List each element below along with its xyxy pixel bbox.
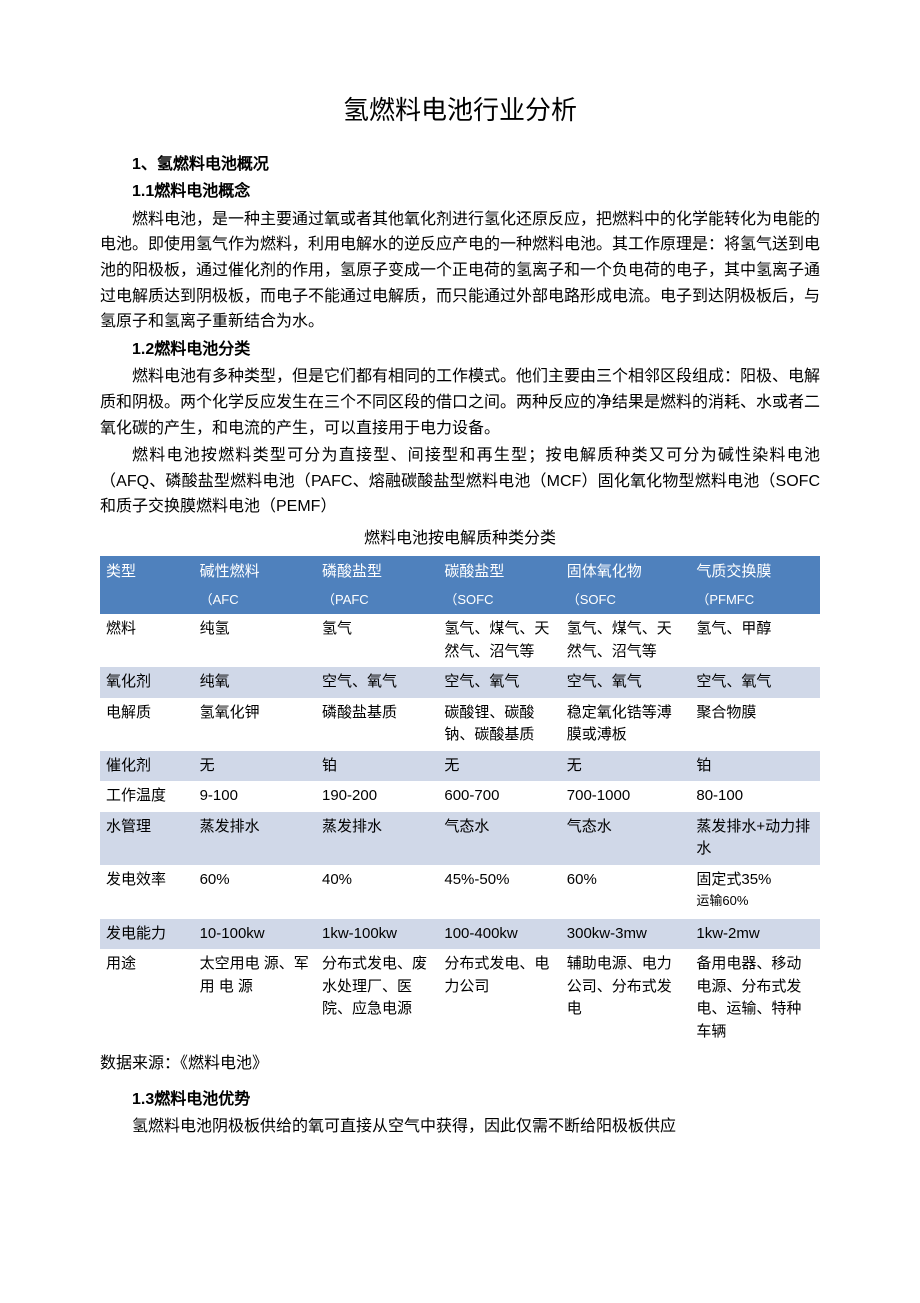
table-cell: 燃料 xyxy=(100,614,194,667)
table-cell: 300kw-3mw xyxy=(561,919,691,950)
table-cell: 9-100 xyxy=(194,781,316,812)
table-cell: 氢气、甲醇 xyxy=(690,614,820,667)
table-cell: 60% xyxy=(194,865,316,919)
subsection-1-1-heading: 1.1燃料电池概念 xyxy=(100,179,820,205)
table-cell: 工作温度 xyxy=(100,781,194,812)
table-cell: 气态水 xyxy=(561,812,691,865)
table-cell: 190-200 xyxy=(316,781,438,812)
table-row: 燃料纯氢氢气氢气、煤气、天然气、沼气等氢气、煤气、天然气、沼气等氢气、甲醇 xyxy=(100,614,820,667)
th-sofc2: 固体氧化物 xyxy=(561,556,691,588)
th-pemfc: 气质交换膜 xyxy=(690,556,820,588)
table-row: 发电能力10-100kw1kw-100kw100-400kw300kw-3mw1… xyxy=(100,919,820,950)
table-cell: 蒸发排水 xyxy=(316,812,438,865)
page-title: 氢燃料电池行业分析 xyxy=(100,90,820,132)
table-cell: 蒸发排水+动力排水 xyxy=(690,812,820,865)
table-header-row-2: （AFC （PAFC （SOFC （SOFC （PFMFC xyxy=(100,588,820,615)
table-cell: 辅助电源、电力公司、分布式发电 xyxy=(561,949,691,1047)
table-cell: 无 xyxy=(438,751,560,782)
table-cell: 600-700 xyxy=(438,781,560,812)
section-1-title: 、氢燃料电池概况 xyxy=(141,156,269,173)
th-afc: 碱性燃料 xyxy=(194,556,316,588)
table-cell: 碳酸锂、碳酸钠、碳酸基质 xyxy=(438,698,560,751)
table-cell: 无 xyxy=(194,751,316,782)
th2-sofc1: （SOFC xyxy=(438,588,560,615)
table-cell: 铂 xyxy=(316,751,438,782)
table-cell: 氢气、煤气、天然气、沼气等 xyxy=(561,614,691,667)
table-cell: 备用电器、移动电源、分布式发电、运输、特种车辆 xyxy=(690,949,820,1047)
section-1-heading: 1、氢燃料电池概况 xyxy=(100,152,820,178)
th-pafc: 磷酸盐型 xyxy=(316,556,438,588)
table-cell: 1kw-100kw xyxy=(316,919,438,950)
th-sofc1: 碳酸盐型 xyxy=(438,556,560,588)
paragraph-3: 燃料电池按燃料类型可分为直接型、间接型和再生型；按电解质种类又可分为碱性染料电池… xyxy=(100,443,820,520)
table-cell: 空气、氧气 xyxy=(690,667,820,698)
subsection-1-2-heading: 1.2燃料电池分类 xyxy=(100,337,820,363)
table-row: 氧化剂纯氧空气、氧气空气、氧气空气、氧气空气、氧气 xyxy=(100,667,820,698)
table-header-row-1: 类型 碱性燃料 磷酸盐型 碳酸盐型 固体氧化物 气质交换膜 xyxy=(100,556,820,588)
table-cell: 太空用电 源、军用 电 源 xyxy=(194,949,316,1047)
table-cell: 蒸发排水 xyxy=(194,812,316,865)
table-cell: 10-100kw xyxy=(194,919,316,950)
table-cell: 氧化剂 xyxy=(100,667,194,698)
table-row: 催化剂无铂无无铂 xyxy=(100,751,820,782)
table-row: 工作温度9-100190-200600-700700-100080-100 xyxy=(100,781,820,812)
subsection-1-3-heading: 1.3燃料电池优势 xyxy=(100,1087,820,1113)
table-cell: 电解质 xyxy=(100,698,194,751)
th2-afc: （AFC xyxy=(194,588,316,615)
paragraph-4: 氢燃料电池阴极板供给的氧可直接从空气中获得，因此仅需不断给阳极板供应 xyxy=(100,1114,820,1140)
table-cell: 氢气 xyxy=(316,614,438,667)
table-cell: 80-100 xyxy=(690,781,820,812)
fuel-cell-table: 类型 碱性燃料 磷酸盐型 碳酸盐型 固体氧化物 气质交换膜 （AFC （PAFC… xyxy=(100,556,820,1048)
table-cell: 固定式35%运输60% xyxy=(690,865,820,919)
table-cell: 空气、氧气 xyxy=(561,667,691,698)
subsection-1-1-num: 1.1 xyxy=(132,183,154,200)
table-cell: 水管理 xyxy=(100,812,194,865)
table-cell: 氢气、煤气、天然气、沼气等 xyxy=(438,614,560,667)
table-cell: 40% xyxy=(316,865,438,919)
subsection-1-3-title: 燃料电池优势 xyxy=(154,1091,250,1108)
table-cell: 空气、氧气 xyxy=(316,667,438,698)
table-cell: 氢氧化钾 xyxy=(194,698,316,751)
table-cell: 60% xyxy=(561,865,691,919)
paragraph-2: 燃料电池有多种类型，但是它们都有相同的工作模式。他们主要由三个相邻区段组成：阳极… xyxy=(100,364,820,441)
table-cell: 纯氧 xyxy=(194,667,316,698)
table-cell: 1kw-2mw xyxy=(690,919,820,950)
th-type: 类型 xyxy=(100,556,194,588)
table-row: 发电效率60%40%45%-50%60%固定式35%运输60% xyxy=(100,865,820,919)
table-cell: 分布式发电、废水处理厂、医院、应急电源 xyxy=(316,949,438,1047)
table-cell: 700-1000 xyxy=(561,781,691,812)
subsection-1-2-title: 燃料电池分类 xyxy=(154,341,250,358)
table-cell: 催化剂 xyxy=(100,751,194,782)
th2-pemfc: （PFMFC xyxy=(690,588,820,615)
table-cell: 纯氢 xyxy=(194,614,316,667)
table-cell: 铂 xyxy=(690,751,820,782)
subsection-1-1-title: 燃料电池概念 xyxy=(154,183,250,200)
section-1-num: 1 xyxy=(132,156,141,173)
subsection-1-3-num: 1.3 xyxy=(132,1091,154,1108)
table-cell: 发电能力 xyxy=(100,919,194,950)
table-cell: 45%-50% xyxy=(438,865,560,919)
table-cell: 气态水 xyxy=(438,812,560,865)
table-row: 电解质氢氧化钾磷酸盐基质碳酸锂、碳酸钠、碳酸基质稳定氧化锆等溥膜或溥板聚合物膜 xyxy=(100,698,820,751)
table-row: 用途太空用电 源、军用 电 源分布式发电、废水处理厂、医院、应急电源分布式发电、… xyxy=(100,949,820,1047)
table-cell: 磷酸盐基质 xyxy=(316,698,438,751)
table-cell: 分布式发电、电力公司 xyxy=(438,949,560,1047)
th2-pafc: （PAFC xyxy=(316,588,438,615)
table-cell: 稳定氧化锆等溥膜或溥板 xyxy=(561,698,691,751)
th2-sofc2: （SOFC xyxy=(561,588,691,615)
table-cell: 发电效率 xyxy=(100,865,194,919)
paragraph-1: 燃料电池，是一种主要通过氧或者其他氧化剂进行氢化还原反应，把燃料中的化学能转化为… xyxy=(100,207,820,335)
table-title: 燃料电池按电解质种类分类 xyxy=(100,526,820,552)
th2-empty xyxy=(100,588,194,615)
table-cell: 用途 xyxy=(100,949,194,1047)
data-source: 数据来源：《燃料电池》 xyxy=(100,1051,820,1077)
table-cell: 无 xyxy=(561,751,691,782)
table-cell: 聚合物膜 xyxy=(690,698,820,751)
table-row: 水管理蒸发排水蒸发排水气态水气态水蒸发排水+动力排水 xyxy=(100,812,820,865)
table-cell: 空气、氧气 xyxy=(438,667,560,698)
table-cell: 100-400kw xyxy=(438,919,560,950)
table-body: 燃料纯氢氢气氢气、煤气、天然气、沼气等氢气、煤气、天然气、沼气等氢气、甲醇氧化剂… xyxy=(100,614,820,1047)
subsection-1-2-num: 1.2 xyxy=(132,341,154,358)
